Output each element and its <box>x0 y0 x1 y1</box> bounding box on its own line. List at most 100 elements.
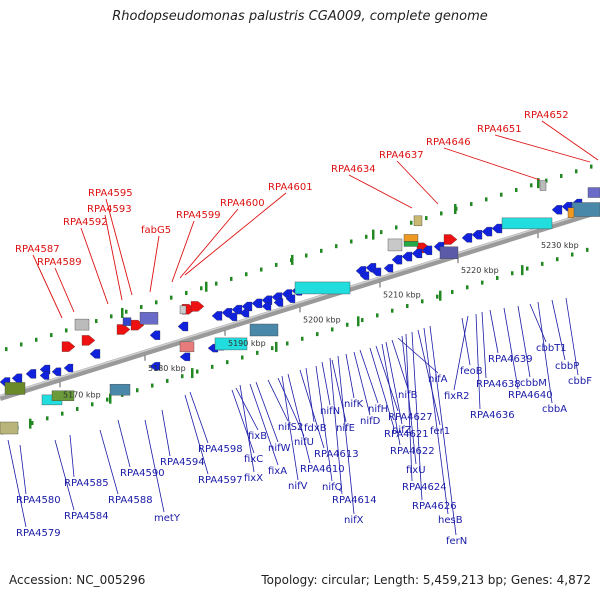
lower-dot-track <box>406 304 409 309</box>
pink-gene-box <box>179 341 195 353</box>
leader-line <box>32 254 63 319</box>
leader-line <box>235 387 259 431</box>
kbp-tick-label: 5190 kbp <box>228 339 266 348</box>
gene-label-bottom: hesB <box>438 515 463 526</box>
track-tick <box>372 229 375 240</box>
gene-label-top: RPA4637 <box>379 150 424 161</box>
leader-line <box>475 313 481 410</box>
leader-line <box>171 220 195 283</box>
upper-dot-track <box>410 220 413 225</box>
gene-label-bottom: RPA4585 <box>64 478 109 489</box>
grey-gene-box <box>74 318 90 331</box>
upper-dot-track <box>20 342 23 347</box>
gene-label-bottom: RPA4598 <box>198 444 243 455</box>
upper-dot-track <box>275 262 278 267</box>
gene-label-top: RPA4651 <box>477 124 522 135</box>
upper-dot-track <box>515 188 518 193</box>
reverse-gene-arrow <box>239 308 250 318</box>
lower-dot-track <box>541 261 544 266</box>
reverse-gene-arrow <box>179 352 191 361</box>
kbp-tick-label: 5170 kbp <box>63 390 101 399</box>
reverse-gene-arrow <box>39 371 50 380</box>
upper-dot-track <box>425 216 428 221</box>
genome-summary-text: Topology: circular; Length: 5,459,213 bp… <box>261 573 591 587</box>
lower-dot-track <box>526 266 529 271</box>
kbp-tick-label: 5200 kbp <box>303 315 341 324</box>
leader-line <box>179 208 239 279</box>
gene-label-bottom: cbbT1 <box>536 343 567 354</box>
cbb-operon-box <box>501 217 553 230</box>
gene-label-bottom: RPA4622 <box>390 446 435 457</box>
gene-label-bottom: nifA <box>428 374 448 385</box>
reverse-gene-arrow <box>401 251 413 262</box>
leader-line <box>551 299 566 361</box>
track-tick <box>291 254 294 265</box>
reverse-gene-arrow <box>471 230 483 240</box>
orange-gene-box <box>567 207 575 218</box>
gene-label-bottom: fixU <box>406 465 426 476</box>
lower-dot-track <box>286 341 289 346</box>
upper-dot-track <box>320 248 323 253</box>
map-title: Rhodopseudomonas palustris CGA009, compl… <box>112 9 488 24</box>
track-tick <box>109 393 112 404</box>
track-tick <box>275 341 278 352</box>
leader-line <box>411 331 423 501</box>
reverse-gene-arrow <box>285 294 296 303</box>
leader-line <box>461 317 471 366</box>
leader-line <box>117 419 131 468</box>
gene-label-bottom: RPA4626 <box>412 501 457 512</box>
gene-label-bottom: RPA4624 <box>402 482 447 493</box>
lower-dot-track <box>166 378 169 383</box>
gene-label-bottom: cbbP <box>555 361 579 372</box>
reverse-gene-arrow <box>411 248 423 259</box>
upper-dot-track <box>50 333 53 338</box>
leader-line <box>54 439 75 511</box>
gene-label-bottom: fdxB <box>304 423 327 434</box>
leader-line <box>249 383 279 466</box>
upper-dot-track <box>530 183 533 188</box>
leader-line <box>529 303 547 343</box>
leader-line <box>54 267 75 313</box>
gene-label-bottom: RPA4594 <box>160 457 205 468</box>
gene-label-bottom: cbbA <box>542 404 567 415</box>
lower-dot-track <box>301 336 304 341</box>
gene-label-bottom: cbbM <box>520 378 547 389</box>
lower-dot-track <box>436 294 439 299</box>
leader-line <box>161 409 171 457</box>
leader-line <box>443 147 541 181</box>
gene-label-bottom: RPA4597 <box>198 475 243 486</box>
gene-label-top: RPA4593 <box>87 204 132 215</box>
leader-line <box>453 315 469 391</box>
steelblue-gene-box <box>571 202 600 217</box>
gene-label-bottom: nifH <box>368 404 388 415</box>
leader-line <box>417 329 441 426</box>
upper-dot-track <box>350 239 353 244</box>
leader-line <box>396 160 439 205</box>
leader-line <box>231 389 255 454</box>
gene-label-top: fabG5 <box>141 225 171 236</box>
nif-operon-box <box>294 281 351 295</box>
upper-dot-track <box>95 319 98 324</box>
gene-label-bottom: nifZ <box>392 425 412 436</box>
reverse-gene-arrow <box>481 226 493 237</box>
leader-line <box>69 434 75 478</box>
gene-label-bottom: nifW <box>268 443 291 454</box>
leader-line <box>189 391 209 444</box>
leader-line <box>503 307 519 390</box>
upper-dot-track <box>125 309 128 314</box>
lower-dot-track <box>31 421 34 426</box>
gene-label-bottom: RPA4639 <box>488 354 533 365</box>
lower-dot-track <box>316 332 319 337</box>
gene-label-bottom: fixA <box>268 466 287 477</box>
lower-dot-track <box>91 402 94 407</box>
gene-label-top: RPA4652 <box>524 110 569 121</box>
upper-dot-track <box>230 276 233 281</box>
gene-label-top: RPA4595 <box>88 188 133 199</box>
upper-dot-track <box>470 202 473 207</box>
leader-line <box>149 235 160 293</box>
upper-dot-track <box>155 300 158 305</box>
gene-label-top: RPA4592 <box>63 217 108 228</box>
gene-label-bottom: RPA4613 <box>314 449 359 460</box>
reverse-gene-arrow <box>371 267 382 277</box>
